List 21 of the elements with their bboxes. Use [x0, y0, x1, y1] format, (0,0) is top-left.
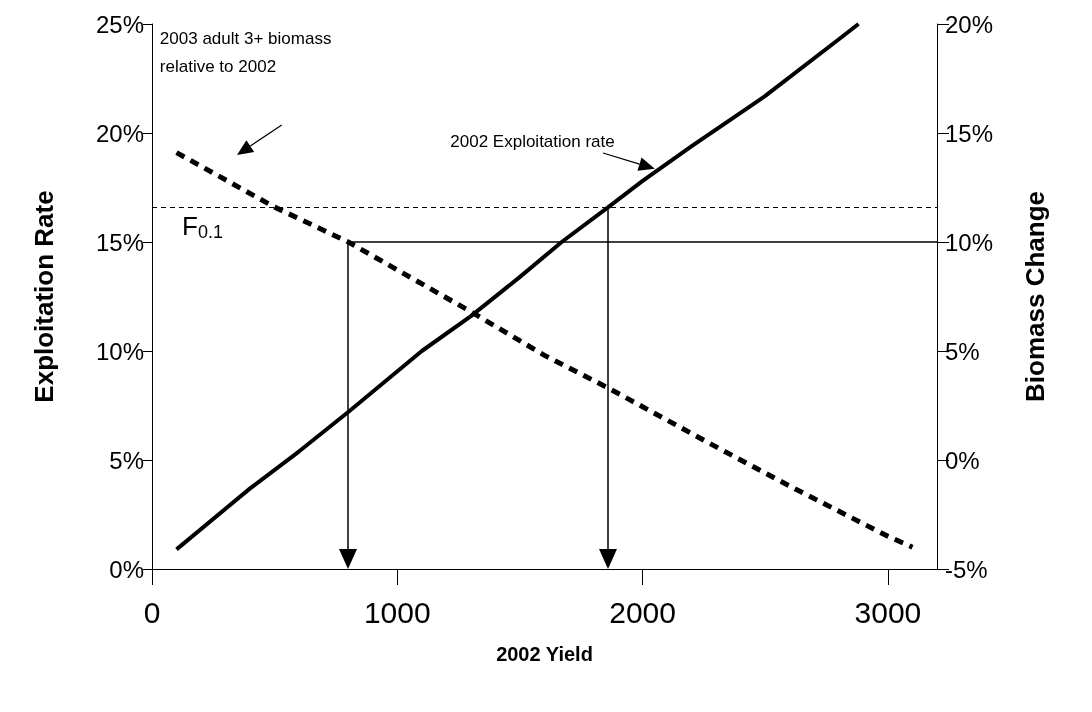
y-tick-label: 20% [95, 119, 144, 147]
y-tick-label: 0% [109, 555, 144, 583]
annotation: 2002 Exploitation rate [450, 132, 615, 152]
y-tick-label: 10% [95, 337, 144, 365]
y2-tick-label: 5% [945, 337, 980, 365]
y2-axis-title: Biomass Change [1020, 191, 1050, 402]
y2-tick-label: 15% [945, 119, 994, 147]
y2-tick-label: 10% [945, 228, 994, 256]
x-axis-title: 2002 Yield [496, 643, 593, 665]
y-tick-label: 15% [95, 228, 144, 256]
y2-tick-label: -5% [945, 555, 988, 583]
y-axis-title: Exploitation Rate [29, 190, 59, 403]
annotation: 2003 adult 3+ biomass relative to 2002 [159, 28, 337, 76]
x-tick-label: 0 [143, 595, 161, 629]
y2-tick-label: 0% [945, 446, 980, 474]
y-tick-label: 25% [95, 10, 144, 38]
x-tick-label: 3000 [854, 595, 922, 629]
y2-tick-label: 20% [945, 10, 994, 38]
x-tick-label: 2000 [609, 595, 676, 629]
x-tick-label: 1000 [363, 595, 431, 629]
y-tick-label: 5% [109, 446, 144, 474]
